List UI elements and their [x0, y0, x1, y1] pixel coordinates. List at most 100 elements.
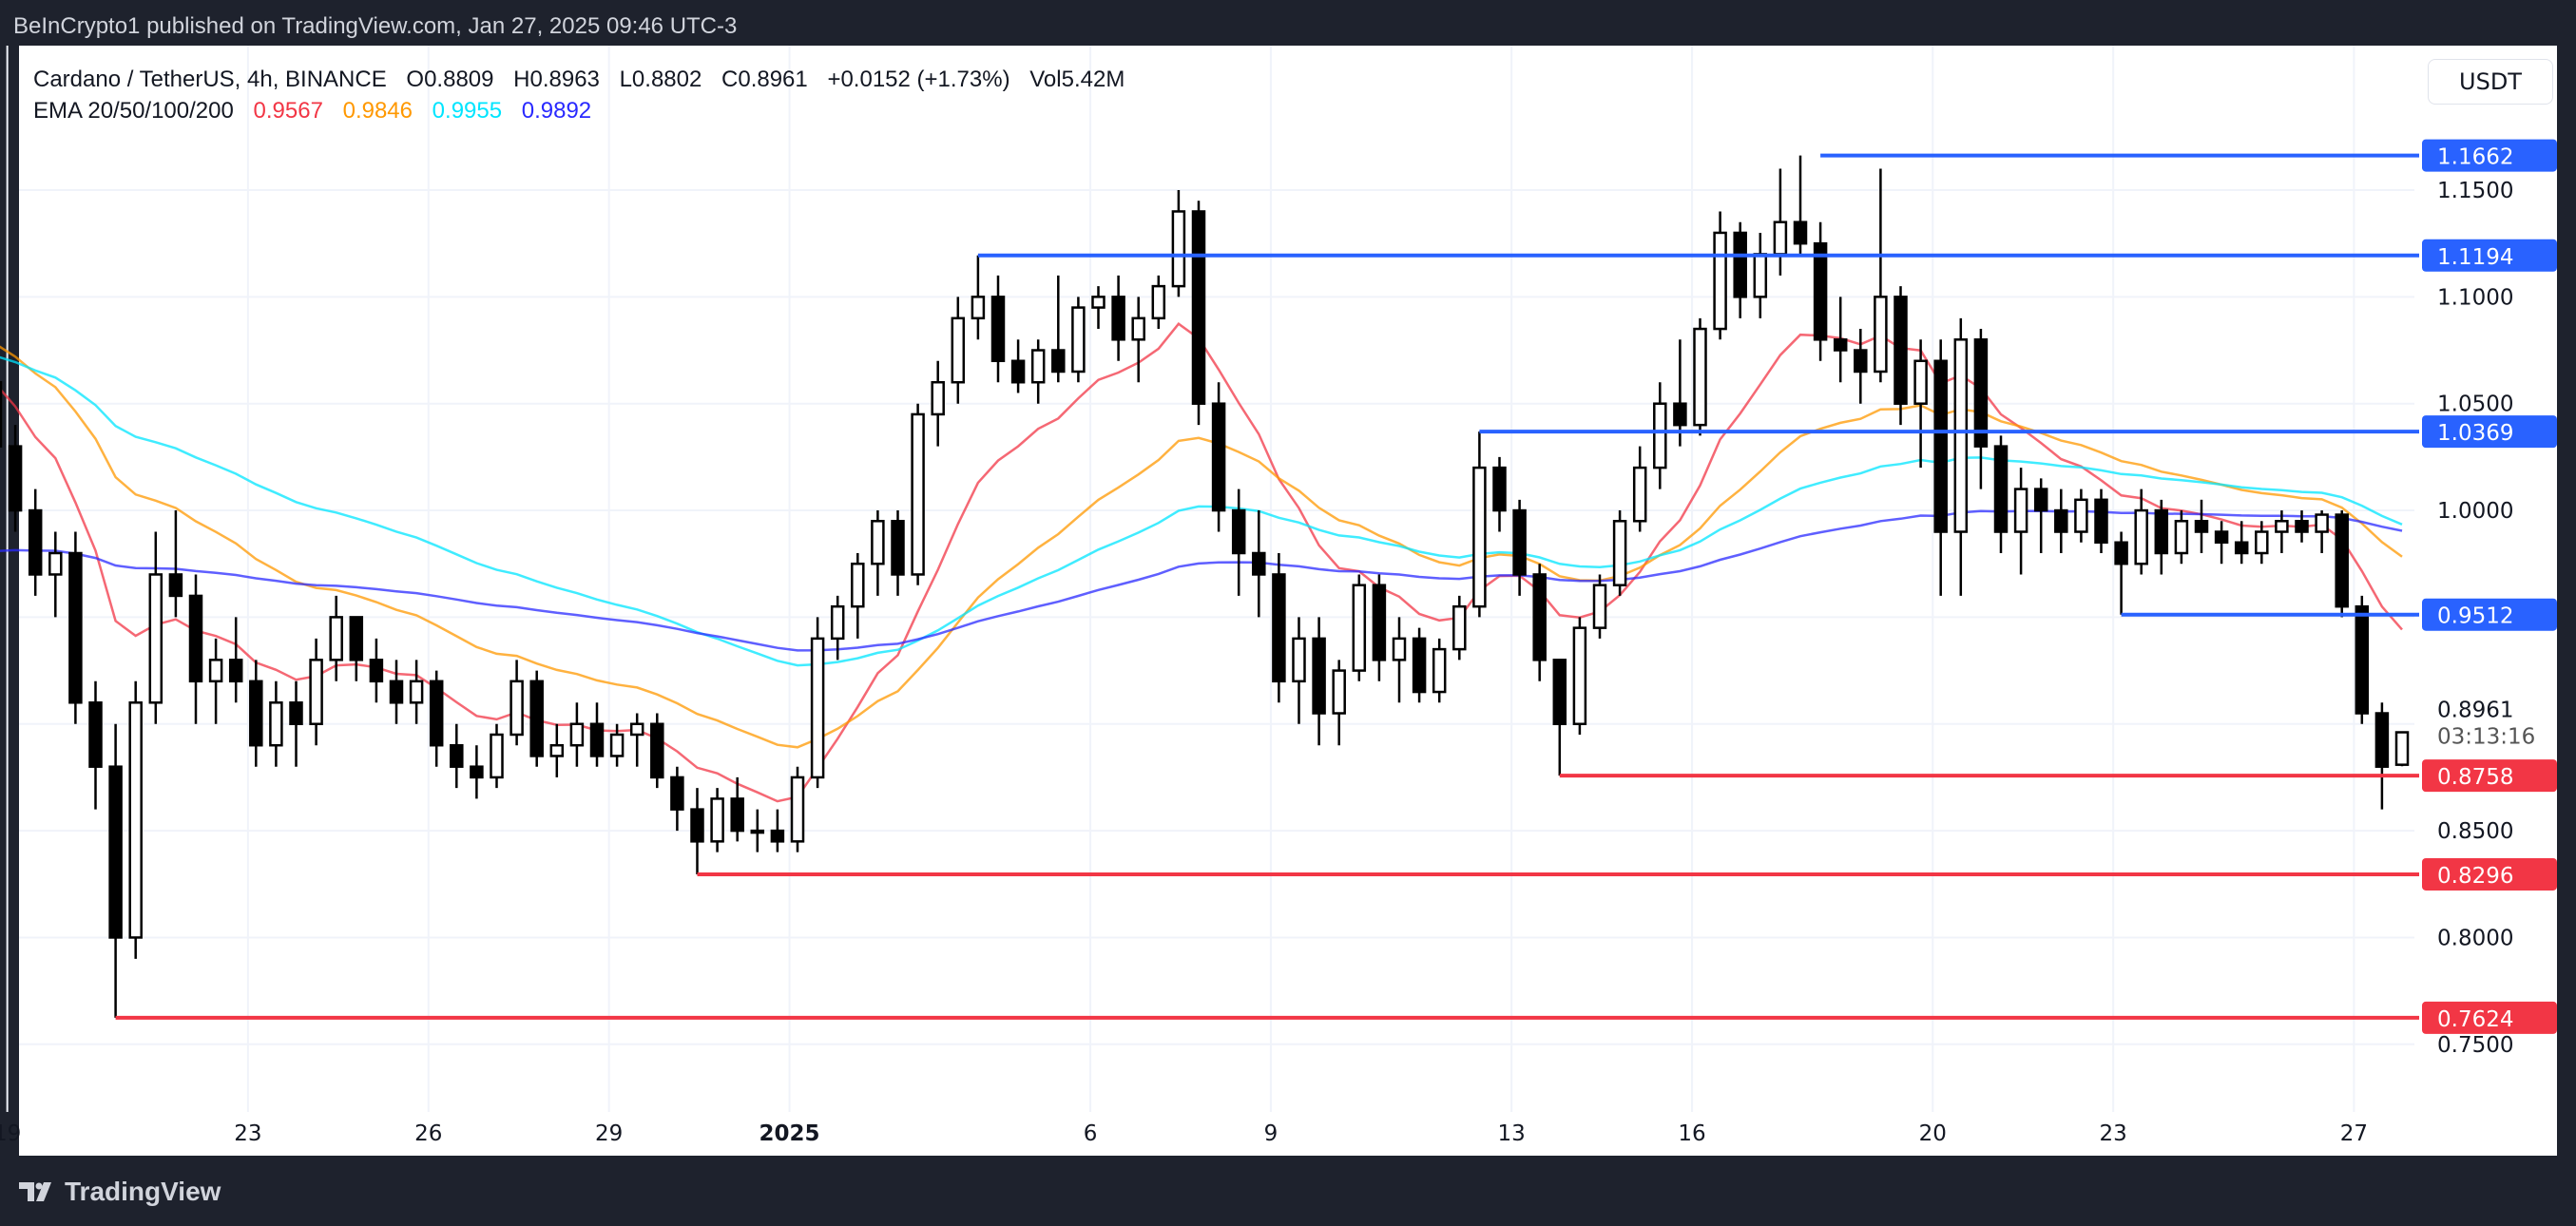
ema-label[interactable]: EMA 20/50/100/200 [33, 98, 234, 124]
candle-up [931, 380, 945, 416]
candle-down [1010, 359, 1026, 384]
date-label: 26 [414, 1121, 442, 1146]
chart-panel[interactable] [19, 46, 2557, 1156]
candle-down [2234, 541, 2249, 555]
candle-down [2374, 712, 2390, 768]
price-tick-label: 0.8500 [2437, 819, 2513, 844]
candle-down [450, 743, 464, 768]
candle-down [88, 701, 103, 768]
candle-down [2154, 508, 2169, 555]
ohlc-open: O0.8809 [406, 67, 494, 92]
price-axis: 1.1500 1.1000 1.0500 1.0000 0.8500 0.8000 0.75… [2422, 139, 2557, 1058]
date-label: 19 [0, 1121, 21, 1146]
price-change: +0.0152 (+1.73%) [827, 67, 1010, 92]
resistance-level-label: 1.1194 [2437, 245, 2513, 270]
candle-down [1894, 296, 1908, 405]
date-label: 23 [2100, 1121, 2127, 1146]
resistance-level-label: 1.0369 [2437, 421, 2513, 446]
brand-name: TradingView [65, 1177, 221, 1206]
candle-up [1332, 669, 1346, 715]
candle-down [2214, 530, 2229, 545]
candle-up [2315, 513, 2329, 533]
candle-down [1512, 508, 1527, 576]
candle-down [1312, 637, 1326, 715]
candle-down [470, 765, 484, 779]
candle-down [429, 680, 444, 747]
resistance-level-badge [2422, 239, 2557, 272]
candle-up [609, 733, 625, 757]
date-label: 27 [2340, 1121, 2368, 1146]
candle-down [1993, 445, 2009, 533]
symbol-title[interactable]: Cardano / TetherUS, 4h, BINANCE [33, 67, 387, 92]
date-label: 29 [595, 1121, 623, 1146]
candle-up [148, 573, 163, 704]
resistance-level-badge [2422, 139, 2557, 172]
candle-up [710, 797, 724, 843]
candle-down [1191, 210, 1206, 405]
candle-up [629, 722, 644, 737]
candle-down [168, 573, 183, 598]
candle-down [68, 551, 83, 704]
candle-down [1252, 551, 1266, 576]
candle-up [1452, 604, 1467, 651]
candle-up [1773, 220, 1788, 256]
candle-down [770, 829, 785, 843]
candle-down [2295, 520, 2309, 533]
candle-up [1292, 637, 1306, 683]
support-level-badge [2422, 857, 2557, 891]
candle-up [1171, 210, 1186, 288]
candle-down [108, 765, 123, 939]
last-price-label: 0.8961 [2437, 699, 2513, 723]
candle-down [1833, 338, 1848, 352]
volume: Vol5.42M [1029, 67, 1125, 92]
candle-up [1392, 637, 1407, 661]
candle-down [1532, 573, 1547, 661]
candle-down [369, 659, 384, 683]
candle-up [509, 680, 524, 737]
ema100-value: 0.9955 [432, 98, 503, 124]
candle-down [188, 594, 203, 683]
ema-legend: EMA 20/50/100/200 0.9567 0.9846 0.9955 0… [33, 98, 605, 125]
candle-down [8, 445, 23, 512]
price-tick-label: 1.0500 [2437, 393, 2513, 417]
candle-down [1733, 231, 1747, 298]
candle-up [2174, 520, 2189, 555]
candle-down [1673, 402, 1687, 427]
grid [6, 46, 2414, 1112]
support-level-label: 0.8758 [2437, 765, 2513, 790]
resistance-level-badge [2422, 598, 2557, 631]
published-caption: BeInCrypto1 published on TradingView.com… [13, 13, 738, 39]
price-tick-label: 1.1000 [2437, 285, 2513, 310]
candle-up [790, 776, 805, 843]
support-level-label: 0.8296 [2437, 864, 2513, 889]
support-level-badge [2422, 1001, 2557, 1034]
candle-up [2074, 498, 2088, 533]
candle-countdown: 03:13:16 [2437, 725, 2535, 750]
tradingview-logo-icon [19, 1182, 51, 1201]
candle-down [1211, 402, 1226, 512]
candle-down [1051, 349, 1066, 374]
candle-down [1111, 296, 1125, 341]
price-tick-label: 0.7500 [2437, 1033, 2513, 1058]
candle-up [951, 316, 966, 384]
candle-up [48, 551, 63, 576]
candle-up [208, 659, 223, 683]
candle-up [329, 616, 343, 661]
candle-down [1552, 659, 1567, 726]
currency-button[interactable]: USDT [2428, 59, 2553, 105]
candle-up [1953, 338, 1969, 533]
candle-up [1874, 296, 1888, 374]
tradingview-logo[interactable]: TradingView [19, 1177, 221, 1207]
support-level-label: 0.7624 [2437, 1007, 2513, 1032]
candle-up [750, 829, 765, 834]
candle-down [2054, 508, 2068, 533]
candle-down [2335, 513, 2349, 608]
candle-up [971, 296, 986, 320]
candle-down [2114, 541, 2128, 565]
candle-up [409, 680, 424, 704]
candle-down [589, 722, 605, 757]
candle-down [1231, 508, 1246, 555]
resistance-level-badge [2422, 415, 2557, 449]
price-tick-label: 1.0000 [2437, 499, 2513, 524]
